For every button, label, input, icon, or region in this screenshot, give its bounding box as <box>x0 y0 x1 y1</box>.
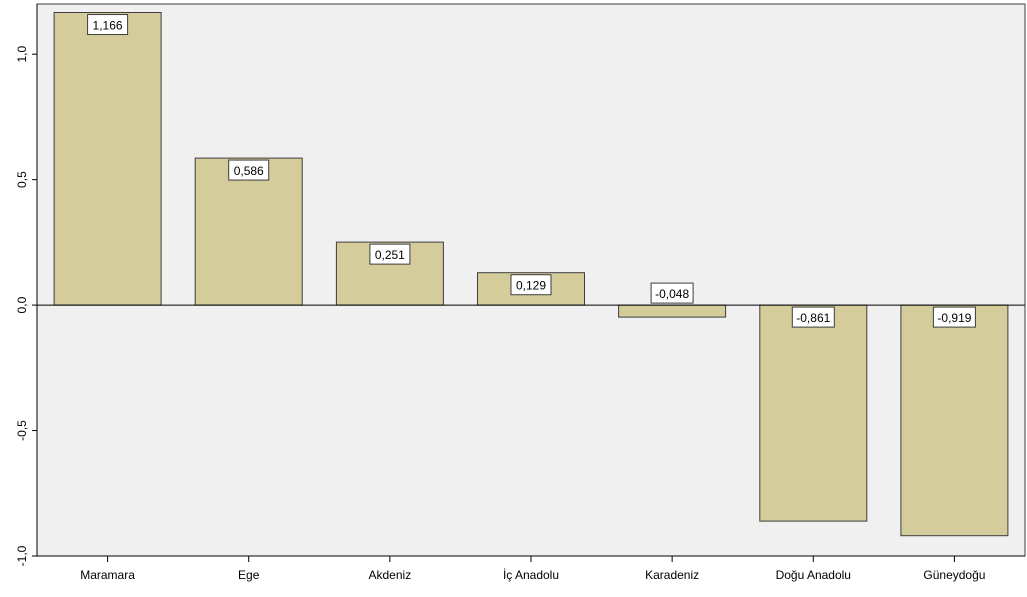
data-labels-layer: 1,166 0,586 0,251 0,129 -0,048 -0,861 -0,919 <box>87 14 976 328</box>
bars-layer <box>53 12 1009 537</box>
x-tick-label-6: Güneydoğu <box>923 568 985 582</box>
data-label-text-3: 0,129 <box>516 279 546 293</box>
y-tick-label-1: 0,5 <box>15 171 29 188</box>
y-tick-label-2: 0,0 <box>15 296 29 313</box>
data-label-box-4 <box>650 282 694 304</box>
axes-layer: 1,0 0,5 0,0 -0,5 -1,0 Maramara Ege Akdeniz İç An… <box>15 4 1025 582</box>
bar-0 <box>53 12 162 306</box>
data-label-text-1: 0,586 <box>234 164 264 178</box>
x-tick-label-4: Karadeniz <box>645 568 699 582</box>
bar-4 <box>618 304 727 318</box>
y-tick-label-3: -0,5 <box>15 420 29 441</box>
data-label-5: -0,861 <box>791 306 835 328</box>
data-label-2: 0,251 <box>369 243 411 265</box>
data-label-box-0 <box>87 14 129 36</box>
data-label-4: -0,048 <box>650 282 694 304</box>
data-label-text-0: 1,166 <box>93 19 123 33</box>
data-label-box-6 <box>932 306 976 328</box>
bar-1 <box>194 157 303 306</box>
data-label-box-5 <box>791 306 835 328</box>
bar-6 <box>900 304 1009 537</box>
data-label-box-1 <box>228 159 270 181</box>
data-label-text-5: -0,861 <box>796 311 830 325</box>
data-label-text-2: 0,251 <box>375 248 405 262</box>
data-label-3: 0,129 <box>510 274 552 296</box>
data-label-box-3 <box>510 274 552 296</box>
data-label-box-2 <box>369 243 411 265</box>
x-tick-label-2: Akdeniz <box>369 568 412 582</box>
x-tick-label-0: Maramara <box>80 568 135 582</box>
y-tick-label-0: 1,0 <box>15 46 29 63</box>
data-label-text-4: -0,048 <box>655 287 689 301</box>
x-tick-label-5: Doğu Anadolu <box>776 568 851 582</box>
x-tick-label-3: İç Anadolu <box>503 568 559 582</box>
data-label-6: -0,919 <box>932 306 976 328</box>
y-tick-label-4: -1,0 <box>15 545 29 566</box>
data-label-0: 1,166 <box>87 14 129 36</box>
data-label-1: 0,586 <box>228 159 270 181</box>
data-label-text-6: -0,919 <box>937 311 971 325</box>
x-tick-label-1: Ege <box>238 568 260 582</box>
bar-5 <box>759 304 868 522</box>
